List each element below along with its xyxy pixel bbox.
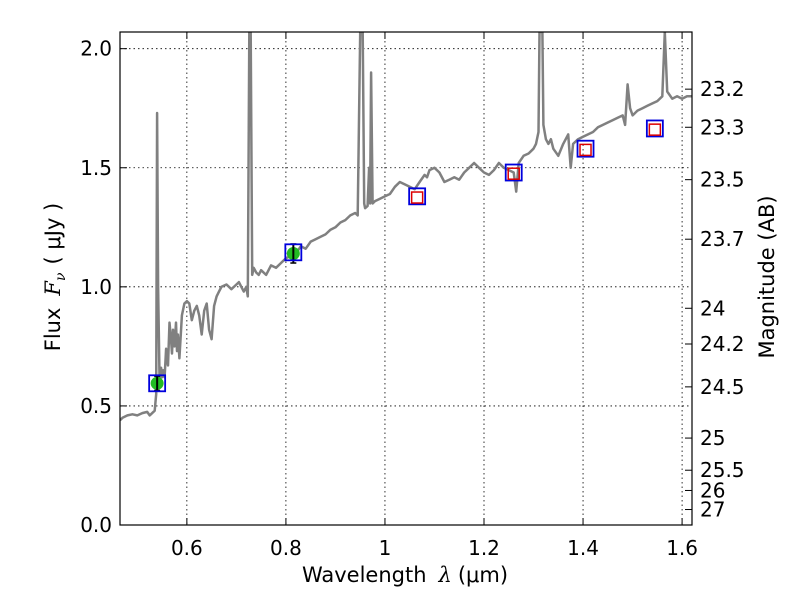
model-marker bbox=[408, 187, 427, 206]
predicted-marker bbox=[507, 167, 520, 180]
grid-lines bbox=[120, 32, 692, 525]
x-axis-ticks: 0.6 0.8 1 1.2 1.4 1.6 bbox=[171, 32, 698, 560]
model-marker bbox=[645, 119, 664, 138]
y2-tick-label: 24.2 bbox=[700, 332, 745, 356]
y-tick-label: 2.0 bbox=[80, 37, 112, 61]
x-tick-label: 1.6 bbox=[666, 536, 698, 560]
y2-tick-label: 25.5 bbox=[700, 458, 745, 482]
y2-tick-label: 23.7 bbox=[700, 227, 745, 251]
model-marker bbox=[504, 163, 523, 182]
y2-tick-label: 24.5 bbox=[700, 375, 745, 399]
y-tick-label: 1.5 bbox=[80, 156, 112, 180]
y2-tick-label: 23.2 bbox=[700, 77, 745, 101]
x-tick-label: 1.4 bbox=[567, 536, 599, 560]
x-tick-label: 0.8 bbox=[270, 536, 302, 560]
y2-tick-label: 25 bbox=[700, 426, 725, 450]
y-tick-label: 1.0 bbox=[80, 275, 112, 299]
x-tick-label: 1.2 bbox=[468, 536, 500, 560]
y2-tick-label: 24 bbox=[700, 296, 725, 320]
model-marker bbox=[576, 139, 595, 158]
spectrum-line bbox=[120, 32, 692, 422]
spectrum-layer bbox=[120, 32, 692, 422]
y2-tick-label: 23.5 bbox=[700, 168, 745, 192]
marker-layer bbox=[148, 119, 664, 393]
predicted-marker bbox=[410, 191, 424, 204]
predicted-marker bbox=[648, 123, 662, 136]
x-tick-label: 0.6 bbox=[171, 536, 203, 560]
y2-axis-label: Magnitude (AB) bbox=[755, 195, 779, 358]
x-tick-label: 1 bbox=[379, 536, 392, 560]
x-axis-label: Wavelength λ (μm) bbox=[302, 563, 508, 587]
predicted-marker bbox=[579, 143, 592, 157]
y-axis-label: FluxFν( μJy ) bbox=[41, 203, 69, 351]
y2-tick-label: 27 bbox=[700, 498, 725, 522]
plot-frame bbox=[119, 31, 693, 526]
model-marker bbox=[148, 374, 167, 393]
y-tick-label: 0.5 bbox=[80, 394, 112, 418]
y2-tick-label: 26 bbox=[700, 478, 725, 502]
y-tick-label: 0.0 bbox=[80, 513, 112, 537]
model-marker bbox=[284, 243, 303, 262]
y-axis-ticks: 0.0 0.5 1.0 1.5 2.0 bbox=[80, 37, 127, 537]
y2-tick-label: 23.3 bbox=[700, 115, 745, 139]
